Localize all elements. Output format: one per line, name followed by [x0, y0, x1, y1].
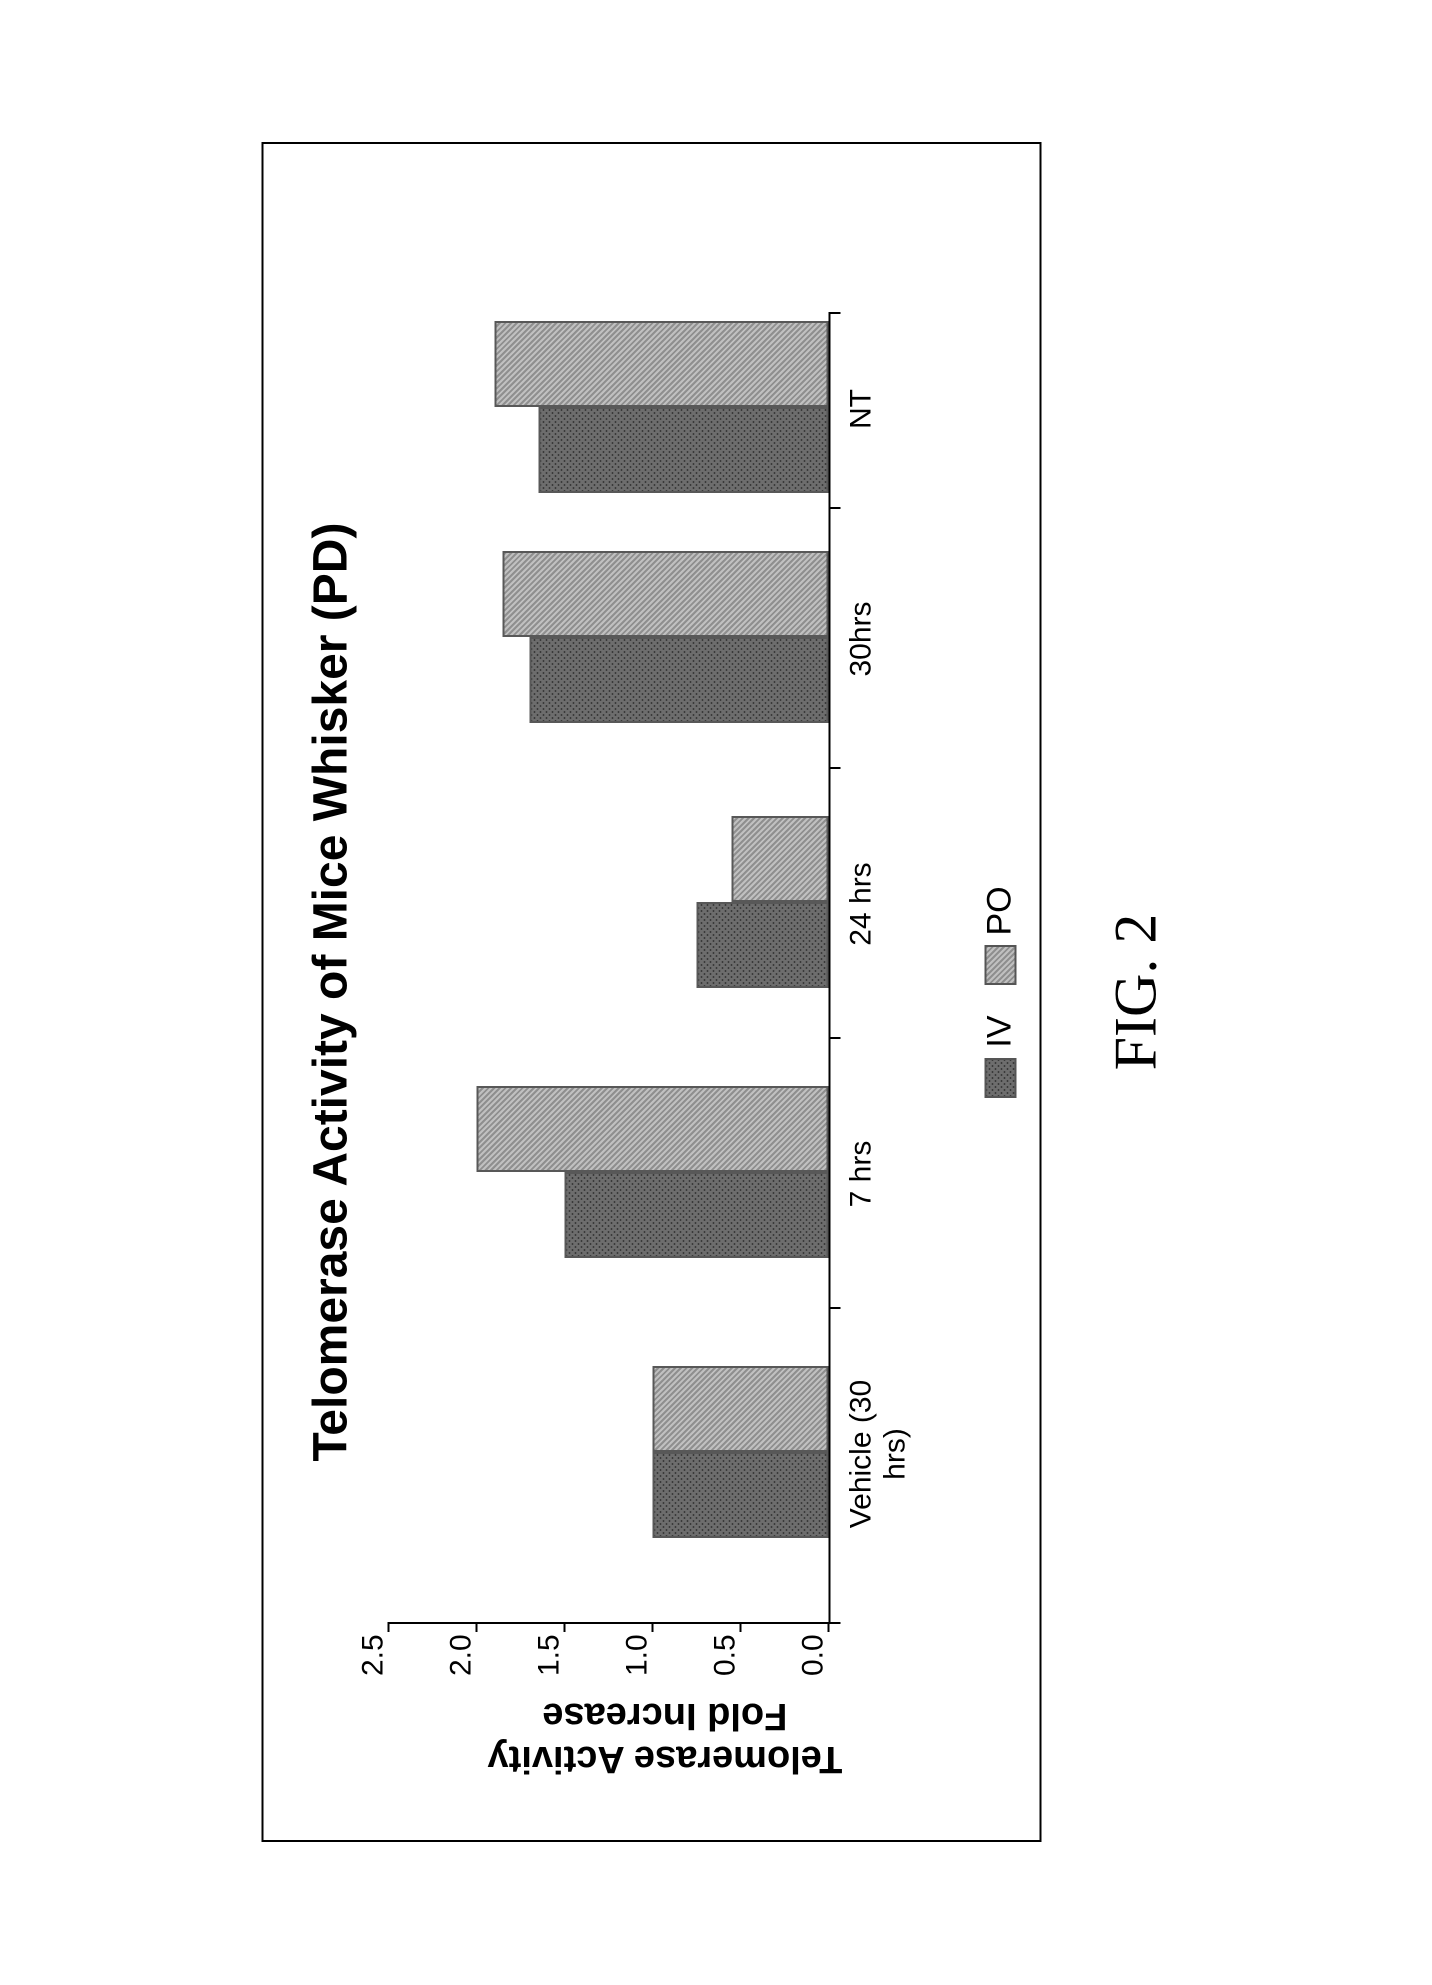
- y-axis-label: Telomerase Activity Fold Increase: [389, 1676, 941, 1780]
- bar-po: [732, 816, 829, 902]
- x-tick-row: Vehicle (30 hrs) 7 hrs 24 hrs 30hrs NT: [831, 314, 941, 1624]
- rotated-figure-container: Telomerase Activity of Mice Whisker (PD)…: [262, 142, 1171, 1842]
- legend-item-iv: IV: [981, 1016, 1020, 1098]
- y-axis-label-line1: Telomerase Activity: [487, 1738, 842, 1780]
- bar-po: [653, 1366, 829, 1452]
- spacer: [831, 1624, 941, 1676]
- x-tick-label: 7 hrs: [845, 1141, 879, 1208]
- bar-group: [494, 321, 828, 493]
- x-tick-label: Vehicle (30 hrs): [845, 1380, 913, 1528]
- chart-title: Telomerase Activity of Mice Whisker (PD): [304, 204, 359, 1780]
- x-tick-mark: [829, 767, 841, 769]
- legend-swatch-iv: [984, 1058, 1016, 1098]
- bar-group: [477, 1086, 829, 1258]
- legend-swatch-po: [984, 946, 1016, 986]
- bar-iv: [697, 902, 829, 988]
- bar-iv: [529, 637, 828, 723]
- x-tick-label: 24 hrs: [845, 862, 879, 945]
- bar-iv: [565, 1172, 829, 1258]
- plot-wrap: Telomerase Activity Fold Increase 2.52.0…: [389, 204, 941, 1780]
- x-tick-mark: [829, 1622, 841, 1624]
- bar-group: [503, 551, 829, 723]
- y-tick-mark: [388, 1622, 390, 1632]
- legend: IV PO: [981, 204, 1020, 1780]
- bar-iv: [538, 407, 828, 493]
- y-axis-label-line2: Fold Increase: [542, 1695, 787, 1737]
- y-tick-mark: [564, 1622, 566, 1632]
- x-tick-mark: [829, 1037, 841, 1039]
- y-tick-mark: [476, 1622, 478, 1632]
- y-tick-mark: [652, 1622, 654, 1632]
- legend-label-po: PO: [981, 886, 1020, 935]
- figure: Telomerase Activity of Mice Whisker (PD)…: [262, 142, 1171, 1842]
- legend-item-po: PO: [981, 886, 1020, 985]
- x-tick-mark: [829, 1307, 841, 1309]
- x-tick-mark: [829, 507, 841, 509]
- bar-iv: [653, 1452, 829, 1538]
- bar-po: [477, 1086, 829, 1172]
- plot-area: [389, 312, 831, 1624]
- legend-label-iv: IV: [981, 1016, 1020, 1048]
- bar-group: [697, 816, 829, 988]
- bar-po: [494, 321, 828, 407]
- y-tick-mark: [740, 1622, 742, 1632]
- x-tick-mark: [829, 312, 841, 314]
- figure-caption: FIG. 2: [1102, 142, 1171, 1842]
- bar-group: [653, 1366, 829, 1538]
- chart-frame: Telomerase Activity of Mice Whisker (PD)…: [262, 142, 1042, 1842]
- x-tick-label: 30hrs: [845, 601, 879, 676]
- plot-area-row: 2.52.01.51.00.50.0: [389, 312, 831, 1676]
- bar-po: [503, 551, 829, 637]
- y-axis-label-text: Telomerase Activity Fold Increase: [487, 1694, 842, 1780]
- x-tick-label: NT: [845, 389, 879, 429]
- y-tick-labels: 2.52.01.51.00.50.0: [389, 1624, 829, 1676]
- axis-column: 2.52.01.51.00.50.0 Vehicle (30 hrs) 7 hrs…: [389, 312, 941, 1676]
